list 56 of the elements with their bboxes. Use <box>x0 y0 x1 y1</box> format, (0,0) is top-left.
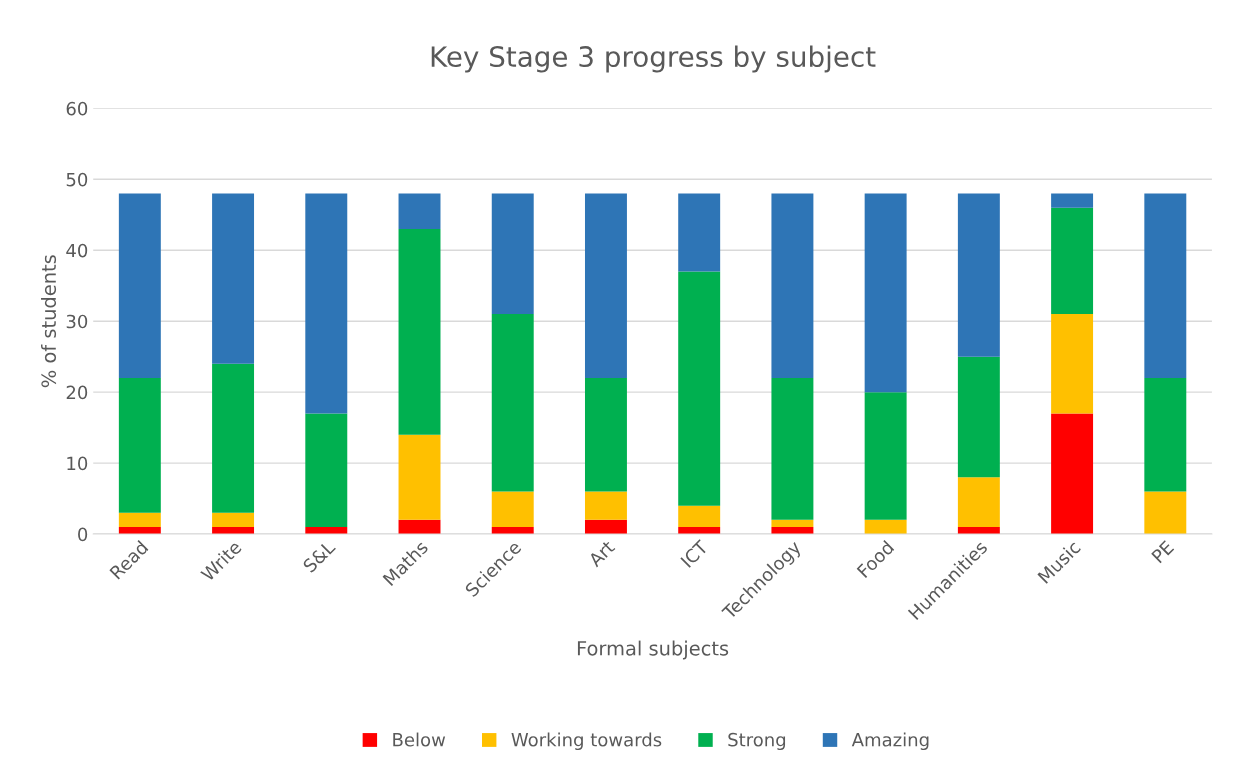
bar <box>771 519 814 527</box>
bar <box>398 193 441 229</box>
bar <box>398 228 441 435</box>
bar <box>678 271 721 506</box>
y-tick-label: 60 <box>66 101 88 116</box>
bar <box>584 193 627 378</box>
bar <box>491 193 534 315</box>
bar <box>212 363 255 513</box>
bar <box>584 377 627 492</box>
bar <box>398 519 441 535</box>
bar <box>957 356 1000 478</box>
y-tick-label: 10 <box>67 456 88 471</box>
y-tick-label: 0 <box>78 527 88 542</box>
bar <box>491 491 534 527</box>
bar <box>212 512 255 527</box>
bar <box>771 193 814 378</box>
bar <box>957 477 1000 527</box>
x-tick-label: ICT <box>680 539 710 569</box>
bar <box>1144 491 1187 535</box>
bar <box>118 193 161 378</box>
bar <box>1144 377 1187 492</box>
bar <box>305 413 348 527</box>
bar <box>584 519 627 535</box>
y-tick-label: 20 <box>66 385 88 400</box>
bar <box>305 193 348 414</box>
legend-label: Working towards <box>511 732 662 751</box>
legend-label: Amazing <box>851 732 929 751</box>
legend-label: Strong <box>728 732 786 751</box>
y-tick-label: 40 <box>66 243 88 258</box>
bar <box>1051 314 1094 414</box>
bar <box>864 392 907 520</box>
bar <box>584 491 627 520</box>
bar <box>212 193 255 364</box>
chart-title: Key Stage 3 progress by subject <box>431 45 876 73</box>
legend-label: Below <box>393 732 446 747</box>
bar <box>678 193 721 272</box>
bar <box>771 377 814 520</box>
x-tick-label: Art <box>587 539 616 568</box>
x-axis-title: Formal subjects <box>577 640 729 660</box>
bar <box>1051 207 1094 315</box>
bar <box>1051 413 1094 535</box>
bar <box>864 519 907 535</box>
x-tick-label: PE <box>1151 540 1175 564</box>
bar <box>1051 193 1094 208</box>
bar <box>118 377 161 513</box>
bar <box>398 434 441 520</box>
bar <box>491 314 534 492</box>
bar <box>678 505 721 527</box>
bar <box>118 512 161 527</box>
x-tick-label: S&L <box>302 539 337 574</box>
bar <box>957 193 1000 357</box>
bar <box>1144 193 1187 378</box>
y-tick-label: 50 <box>66 172 88 187</box>
y-tick-label: 30 <box>66 314 88 329</box>
y-axis-title: % of students <box>41 255 57 388</box>
bar <box>864 193 907 393</box>
